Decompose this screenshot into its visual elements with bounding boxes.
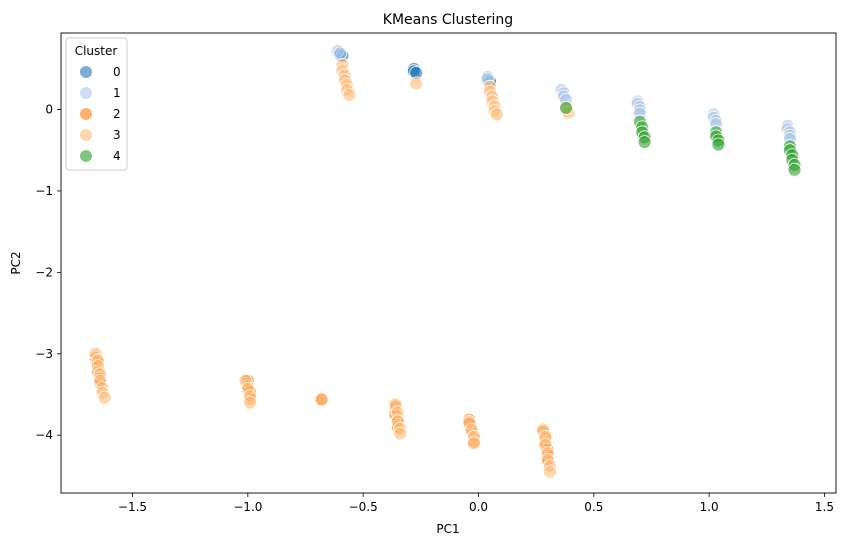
point-cluster-3: [393, 426, 408, 441]
point-cluster-4: [787, 162, 802, 177]
point-cluster-4: [711, 137, 726, 152]
y-tick-label: −1: [35, 184, 53, 198]
data-points: [88, 44, 802, 479]
x-axis-label: PC1: [436, 522, 459, 536]
legend-label-2: 2: [113, 107, 121, 121]
legend-title: Cluster: [75, 44, 118, 58]
legend-items: 0 1 2 3 4: [80, 65, 121, 163]
legend-marker-2: [80, 108, 92, 120]
legend: Cluster 0 1 2 3 4: [65, 37, 128, 171]
x-tick-label: 1.5: [815, 500, 834, 514]
point-cluster-3: [97, 390, 112, 405]
y-axis-label: PC2: [9, 251, 23, 274]
point-cluster-3: [342, 88, 357, 102]
chart-title: KMeans Clustering: [383, 12, 513, 28]
x-tick-label: −1.0: [233, 500, 262, 514]
point-cluster-3: [243, 395, 258, 410]
point-cluster-3: [543, 464, 557, 479]
legend-label-4: 4: [113, 149, 121, 163]
point-cluster-1: [333, 46, 348, 61]
legend-marker-0: [80, 66, 92, 78]
legend-label-0: 0: [113, 65, 121, 79]
legend-marker-4: [80, 150, 92, 162]
legend-label-1: 1: [113, 86, 121, 100]
x-tick-label: −0.5: [349, 500, 378, 514]
x-axis: −1.5 −1.0 −0.5 0.0 0.5 1.0 1.5: [118, 493, 834, 514]
x-tick-label: −1.5: [118, 500, 147, 514]
x-tick-label: 0.5: [584, 500, 603, 514]
point-cluster-3: [409, 76, 424, 91]
y-tick-label: −4: [35, 428, 53, 442]
y-tick-label: −2: [35, 265, 53, 279]
y-tick-label: −3: [35, 347, 53, 361]
x-tick-label: 1.0: [700, 500, 719, 514]
plot-frame: [60, 32, 837, 494]
point-cluster-4: [637, 135, 652, 150]
y-tick-label: 0: [45, 103, 53, 117]
legend-marker-1: [80, 87, 92, 99]
point-cluster-4: [559, 101, 573, 115]
point-cluster-2: [314, 392, 329, 407]
legend-label-3: 3: [113, 128, 121, 142]
point-cluster-3: [466, 436, 481, 451]
legend-marker-3: [80, 129, 92, 141]
point-cluster-3: [489, 107, 504, 122]
x-tick-label: 0.0: [469, 500, 488, 514]
y-axis: 0 −1 −2 −3 −4: [35, 103, 61, 442]
